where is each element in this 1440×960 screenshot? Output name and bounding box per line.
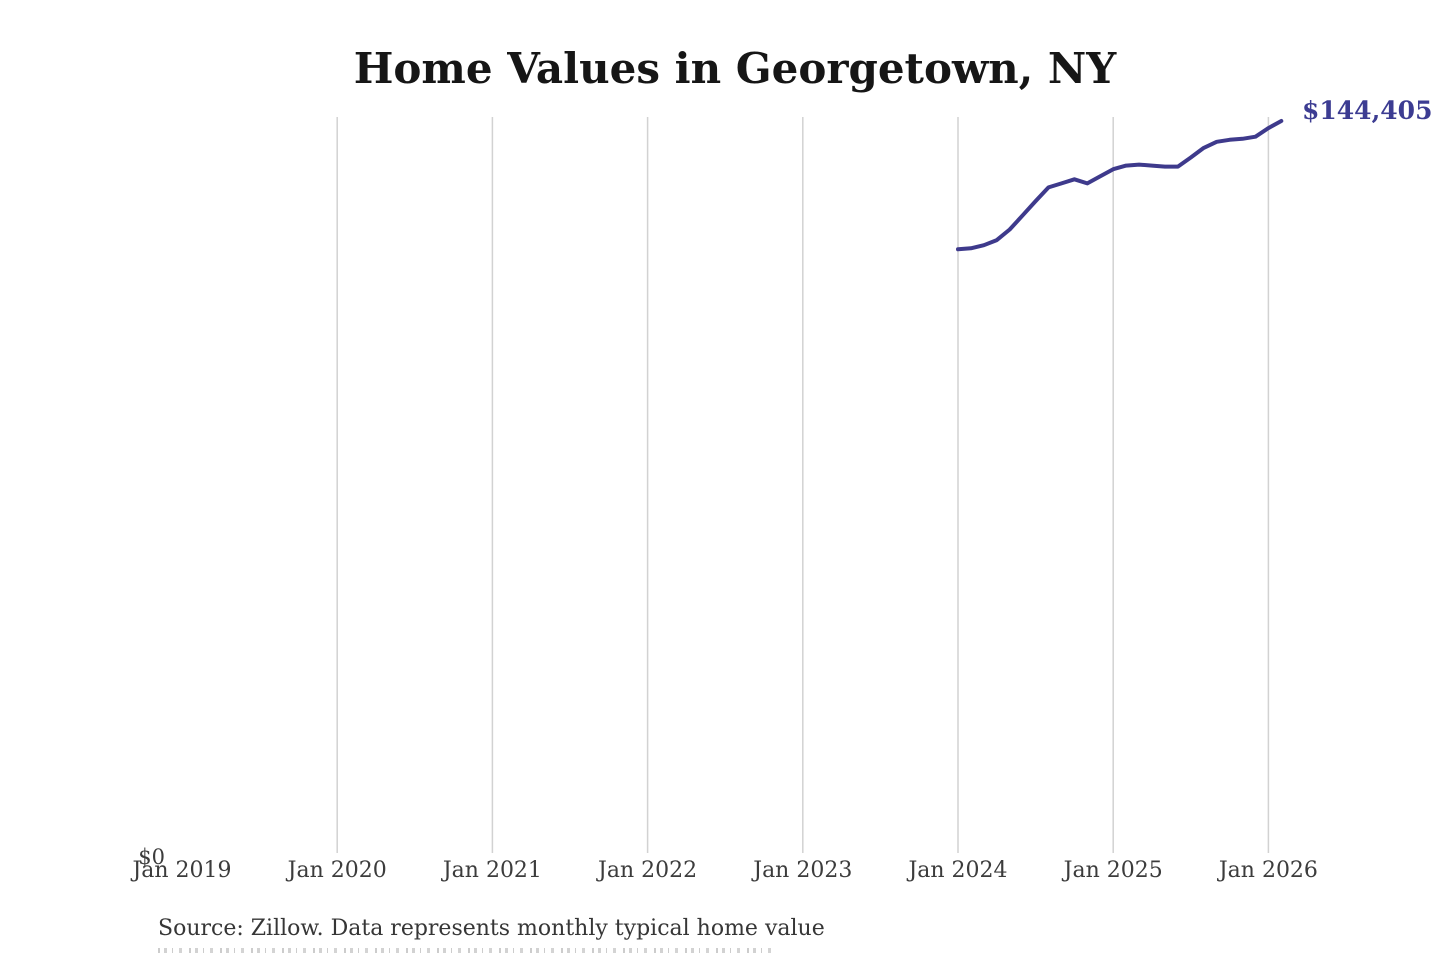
x-tick-label: Jan 2022 (598, 858, 698, 883)
x-tick-label: Jan 2021 (442, 858, 542, 883)
line-end-value-label: $144,405 (1302, 96, 1433, 125)
x-tick-label: Jan 2020 (287, 858, 387, 883)
x-tick-label: Jan 2024 (908, 858, 1008, 883)
x-tick-label: Jan 2023 (753, 858, 853, 883)
y-axis-zero-label: $0 (138, 845, 165, 869)
year-gridlines (336, 117, 1270, 853)
source-note: Source: Zillow. Data represents monthly … (158, 916, 825, 941)
cutoff-text-line (158, 948, 778, 953)
chart-title: Home Values in Georgetown, NY (353, 44, 1117, 93)
x-tick-label: Jan 2025 (1063, 858, 1163, 883)
x-tick-label: Jan 2019 (132, 858, 232, 883)
home-value-line (956, 119, 1284, 252)
x-tick-label: Jan 2026 (1218, 858, 1318, 883)
